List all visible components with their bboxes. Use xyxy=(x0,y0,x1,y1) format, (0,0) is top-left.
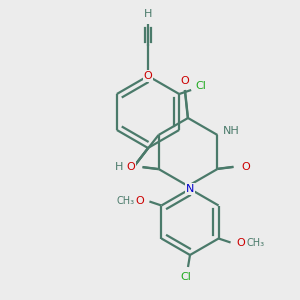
Text: CH₃: CH₃ xyxy=(116,196,134,206)
Text: O: O xyxy=(144,71,152,81)
Text: O: O xyxy=(126,162,135,172)
Text: O: O xyxy=(135,196,144,206)
Text: O: O xyxy=(181,76,189,86)
Text: Cl: Cl xyxy=(196,81,207,91)
Text: CH₃: CH₃ xyxy=(247,238,265,248)
Text: NH: NH xyxy=(223,126,240,136)
Text: H: H xyxy=(115,162,123,172)
Text: H: H xyxy=(144,9,152,19)
Text: O: O xyxy=(241,162,250,172)
Text: Cl: Cl xyxy=(181,272,191,282)
Text: O: O xyxy=(236,238,245,248)
Text: N: N xyxy=(186,184,194,194)
